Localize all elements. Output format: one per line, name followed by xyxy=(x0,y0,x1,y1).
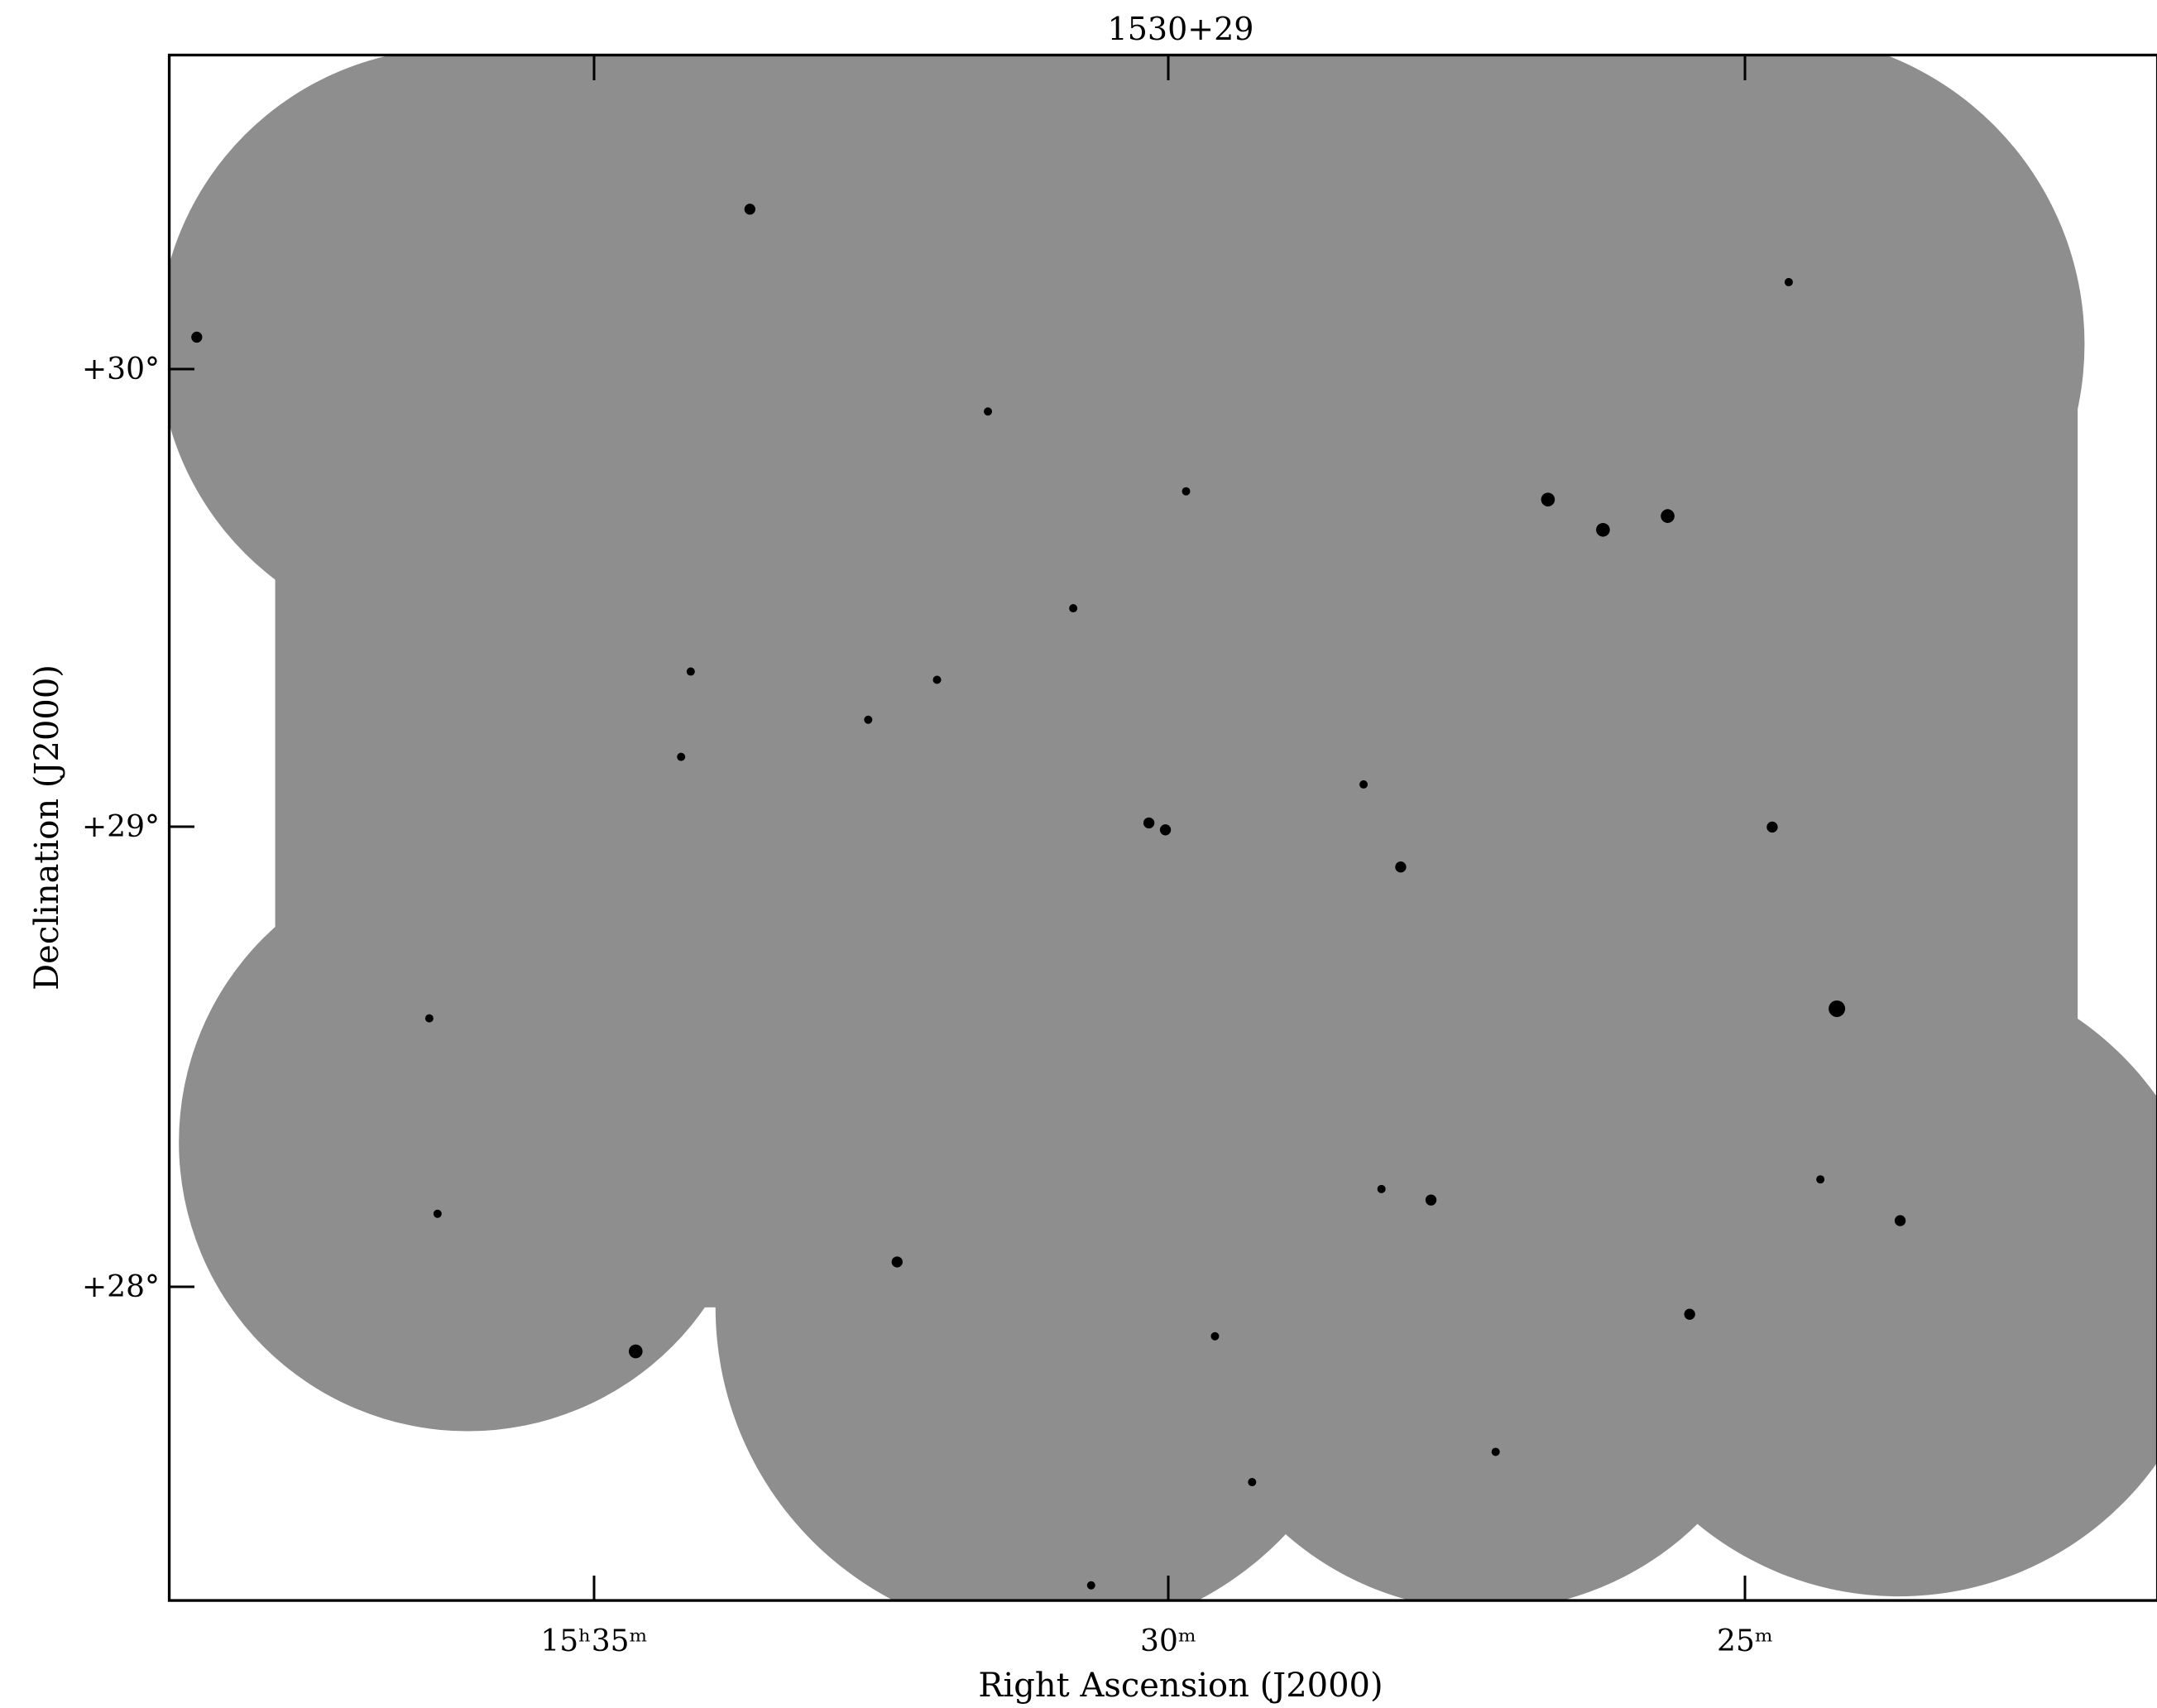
title: 1530+29 xyxy=(1108,11,1254,47)
y-axis-label: Declination (J2000) xyxy=(28,664,66,991)
x-tick-label: 30ᵐ xyxy=(1140,1624,1196,1658)
y-tick-label: +29° xyxy=(82,810,160,844)
y-tick-label: +28° xyxy=(82,1270,160,1304)
y-tick-label: +30° xyxy=(82,353,160,386)
x-tick-label: 15ʰ35ᵐ xyxy=(540,1624,647,1658)
sky-image xyxy=(158,35,2157,1638)
x-tick-label: 25ᵐ xyxy=(1717,1624,1773,1658)
x-axis-label: Right Ascension (J2000) xyxy=(978,1667,1383,1705)
y-ticks: +30° +29° +28° xyxy=(82,353,194,1304)
figure: 1530+29 Right Ascension (J2000) Declinat… xyxy=(0,0,2157,1708)
page: 1530+29 Right Ascension (J2000) Declinat… xyxy=(0,0,2157,1708)
plot xyxy=(158,35,2157,1638)
